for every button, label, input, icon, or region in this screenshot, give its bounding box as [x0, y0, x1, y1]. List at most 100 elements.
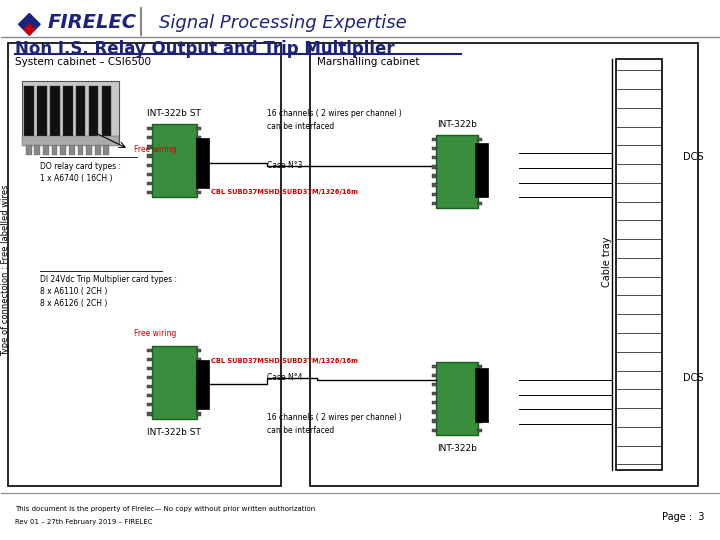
Bar — [477, 174, 482, 178]
Bar — [148, 367, 153, 370]
Text: DI 24Vdc Trip Multiplier card types :
8 x A6110 ( 2CH )
8 x A6126 ( 2CH ): DI 24Vdc Trip Multiplier card types : 8 … — [40, 275, 177, 308]
Bar — [197, 385, 202, 388]
Bar — [148, 154, 153, 158]
Bar — [148, 357, 153, 361]
Bar — [197, 367, 202, 370]
Bar — [78, 145, 84, 155]
Bar — [477, 401, 482, 404]
Polygon shape — [24, 24, 35, 35]
Bar — [477, 374, 482, 377]
Bar — [477, 184, 482, 187]
Bar — [69, 145, 75, 155]
Bar — [431, 374, 436, 377]
Text: DCS: DCS — [683, 373, 703, 383]
Bar — [477, 410, 482, 414]
Text: INT-322b ST: INT-322b ST — [148, 109, 202, 118]
Bar — [95, 145, 101, 155]
Bar — [431, 165, 436, 168]
Bar — [24, 86, 34, 138]
Text: Non I.S. Relay Output and Trip Multiplier: Non I.S. Relay Output and Trip Multiplie… — [15, 39, 395, 58]
Bar — [431, 193, 436, 196]
Bar — [477, 193, 482, 196]
Bar — [197, 173, 202, 176]
Bar — [475, 368, 487, 422]
Polygon shape — [19, 14, 40, 35]
Bar — [63, 86, 73, 138]
Bar — [26, 145, 32, 155]
Bar — [431, 156, 436, 159]
Text: INT-322b: INT-322b — [437, 444, 477, 454]
Text: Case N°4: Case N°4 — [267, 374, 302, 382]
Text: CBL SUBD37MSHD/SUBD37M/1326/16m: CBL SUBD37MSHD/SUBD37M/1326/16m — [212, 188, 359, 195]
Bar — [475, 143, 487, 197]
Bar — [310, 43, 698, 486]
Bar — [431, 147, 436, 150]
Text: CBL SUBD37MSHD/SUBD37M/1326/16m: CBL SUBD37MSHD/SUBD37M/1326/16m — [212, 357, 359, 364]
Text: DCS: DCS — [683, 152, 703, 161]
Bar — [148, 136, 153, 139]
Bar — [152, 346, 197, 418]
Bar — [436, 362, 477, 435]
Text: Type of connectoion : Free labelled wires: Type of connectoion : Free labelled wire… — [1, 184, 10, 356]
Bar — [477, 392, 482, 395]
Bar — [148, 145, 153, 149]
Bar — [22, 136, 120, 146]
Bar — [148, 348, 153, 352]
Text: INT-322b ST: INT-322b ST — [148, 428, 202, 437]
Bar — [477, 420, 482, 423]
Bar — [50, 86, 60, 138]
Bar — [477, 156, 482, 159]
Text: 16 channels ( 2 wires per channel )
can be interfaced: 16 channels ( 2 wires per channel ) can … — [267, 109, 402, 131]
Bar — [197, 360, 209, 409]
Bar — [197, 376, 202, 379]
Bar — [52, 145, 58, 155]
Bar — [197, 127, 202, 130]
Bar — [431, 202, 436, 205]
Bar — [22, 81, 120, 143]
Bar — [197, 164, 202, 167]
Bar — [431, 392, 436, 395]
Bar — [431, 429, 436, 432]
Bar — [43, 145, 49, 155]
Bar — [148, 127, 153, 130]
Text: Page :  3: Page : 3 — [662, 512, 705, 522]
Bar — [477, 165, 482, 168]
Bar — [148, 385, 153, 388]
Bar — [431, 184, 436, 187]
Bar — [197, 145, 202, 149]
Bar — [197, 191, 202, 194]
Bar — [431, 138, 436, 141]
Bar — [477, 138, 482, 141]
Text: Signal Processing Expertise: Signal Processing Expertise — [159, 14, 407, 32]
Bar — [89, 86, 99, 138]
Bar — [477, 202, 482, 205]
Bar — [60, 145, 66, 155]
Bar — [197, 182, 202, 185]
Bar — [477, 383, 482, 386]
Text: Free wiring: Free wiring — [134, 329, 176, 338]
Text: 16 channels ( 2 wires per channel )
can be interfaced: 16 channels ( 2 wires per channel ) can … — [267, 413, 402, 435]
Bar — [148, 164, 153, 167]
Text: Free wiring: Free wiring — [134, 145, 176, 153]
Bar — [431, 420, 436, 423]
Bar — [197, 348, 202, 352]
Bar — [477, 364, 482, 368]
Bar — [197, 154, 202, 158]
Text: System cabinet – CSI6500: System cabinet – CSI6500 — [15, 57, 151, 67]
Bar — [76, 86, 86, 138]
Text: Cable tray: Cable tray — [602, 237, 612, 287]
Bar — [477, 147, 482, 150]
Text: Marshalling cabinet: Marshalling cabinet — [317, 57, 420, 67]
Bar — [104, 145, 109, 155]
Bar — [148, 173, 153, 176]
Bar — [148, 191, 153, 194]
Bar — [431, 401, 436, 404]
Bar — [197, 357, 202, 361]
Text: Case N°3: Case N°3 — [267, 161, 302, 170]
Bar — [431, 410, 436, 414]
Bar — [148, 394, 153, 397]
Bar — [148, 376, 153, 379]
Bar — [148, 182, 153, 185]
Bar — [431, 364, 436, 368]
Bar — [431, 174, 436, 178]
